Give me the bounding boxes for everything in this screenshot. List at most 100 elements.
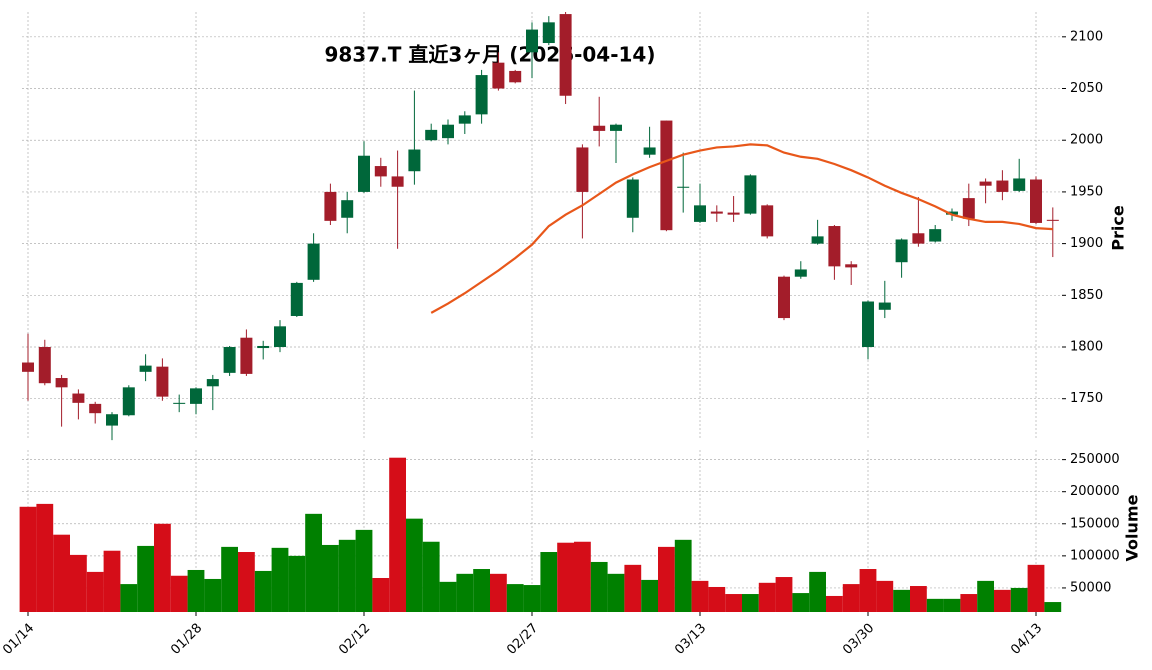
volume-bar: [473, 569, 490, 612]
x-tick-label: 03/30: [840, 621, 877, 658]
x-tick-label: 02/27: [504, 621, 541, 658]
volume-bar: [674, 539, 692, 612]
volume-bar: [372, 577, 390, 612]
volume-bar: [238, 552, 255, 612]
candle-body: [542, 22, 555, 44]
candle-body: [576, 147, 589, 192]
volume-bar: [742, 594, 759, 612]
candle-body: [173, 402, 186, 404]
volume-bar: [1044, 602, 1062, 612]
volume-bar: [960, 594, 978, 612]
candle-body: [324, 191, 337, 221]
candle-body: [778, 276, 790, 319]
volume-bar: [775, 577, 793, 612]
candle-body: [206, 379, 219, 387]
x-tick-label: 01/14: [0, 621, 37, 658]
volume-bar: [641, 579, 658, 612]
volume-bar: [792, 593, 810, 612]
candle-body: [694, 205, 706, 222]
volume-bar: [439, 581, 457, 612]
x-tick-label: 03/13: [672, 621, 709, 658]
candle-body: [106, 414, 118, 426]
x-tick-label: 04/13: [1008, 621, 1045, 658]
candle-body: [391, 176, 404, 187]
volume-bar: [557, 542, 574, 612]
candle-body: [962, 198, 975, 219]
volume-axis-label: Volume: [1123, 494, 1142, 561]
y-tick-label: 1850: [1070, 288, 1103, 303]
candle-body: [22, 362, 34, 372]
y-tick-label: 1800: [1070, 340, 1103, 355]
volume-bar: [506, 584, 524, 612]
candle-body: [610, 124, 622, 131]
volume-bar: [338, 539, 356, 612]
candle-body: [72, 393, 85, 403]
volume-bar: [406, 518, 423, 612]
volume-bar: [355, 529, 373, 612]
volume-bar: [943, 598, 961, 612]
moving-average-line: [430, 143, 1053, 314]
candle-body: [559, 14, 572, 96]
volume-bar: [70, 554, 87, 612]
volume-tick-label: 100000: [1070, 548, 1120, 563]
candle-body: [38, 347, 51, 384]
candle-body: [358, 155, 370, 192]
volume-bar: [574, 541, 591, 612]
y-tick-label: 2050: [1070, 81, 1103, 96]
candle-body: [979, 181, 992, 186]
volume-bar: [607, 573, 625, 612]
candle-body: [946, 211, 958, 215]
volume-bar: [19, 506, 37, 612]
candle-body: [895, 239, 908, 263]
candle-body: [139, 365, 152, 372]
candle-body: [1030, 179, 1042, 223]
y-axis-label: Price: [1109, 205, 1128, 251]
volume-bar: [288, 555, 306, 612]
candle-body: [458, 115, 471, 124]
candle-body: [912, 233, 925, 244]
candle-body: [626, 179, 639, 218]
candle-body: [374, 166, 387, 177]
volume-tick-label: 150000: [1070, 516, 1120, 531]
candle-body: [929, 229, 942, 242]
volume-bar: [859, 569, 877, 612]
volume-bar: [758, 582, 776, 612]
volume-tick-label: 50000: [1070, 580, 1111, 595]
volume-bar: [53, 534, 70, 612]
candle-body: [122, 387, 135, 416]
candle-body: [425, 129, 438, 141]
volume-bar: [36, 503, 54, 612]
volume-bar: [725, 594, 742, 612]
candle-body: [862, 301, 874, 348]
volume-bar: [1010, 587, 1028, 612]
volume-bar: [977, 580, 994, 612]
x-tick-label: 01/28: [168, 621, 205, 658]
candle-body: [408, 149, 421, 172]
candle-body: [257, 345, 270, 349]
volume-bar: [658, 546, 675, 612]
volume-bar: [994, 589, 1011, 612]
volume-bar: [137, 545, 154, 612]
candle-body: [526, 29, 538, 53]
volume-bar: [86, 571, 104, 612]
candle-body: [307, 243, 320, 280]
volume-bar: [254, 570, 272, 612]
volume-bar: [456, 573, 474, 612]
volume-bar: [691, 580, 709, 612]
y-tick-label: 2000: [1070, 133, 1103, 148]
candle-body: [996, 180, 1009, 192]
y-tick-label: 1950: [1070, 184, 1103, 199]
candle-body: [828, 226, 841, 267]
candle-body: [845, 264, 858, 268]
candle-body: [223, 347, 236, 373]
chart-title: 9837.T 直近3ヶ月 (2026-04-14): [325, 43, 656, 67]
volume-bar: [389, 457, 406, 612]
candle-body: [89, 403, 102, 414]
candle-body: [761, 205, 774, 237]
candle-body: [274, 326, 286, 348]
candle-body: [1013, 178, 1026, 191]
volume-bar: [204, 578, 222, 612]
volume-bar: [103, 550, 121, 612]
volume-bar: [842, 584, 860, 612]
